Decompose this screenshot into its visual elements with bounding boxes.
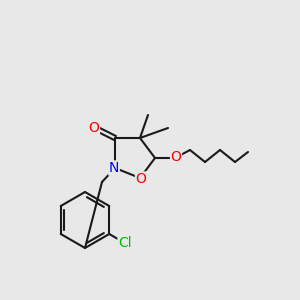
Text: O: O bbox=[171, 150, 182, 164]
Text: O: O bbox=[88, 121, 99, 135]
Text: Cl: Cl bbox=[118, 236, 132, 250]
Text: N: N bbox=[109, 161, 119, 175]
Text: O: O bbox=[136, 172, 146, 186]
